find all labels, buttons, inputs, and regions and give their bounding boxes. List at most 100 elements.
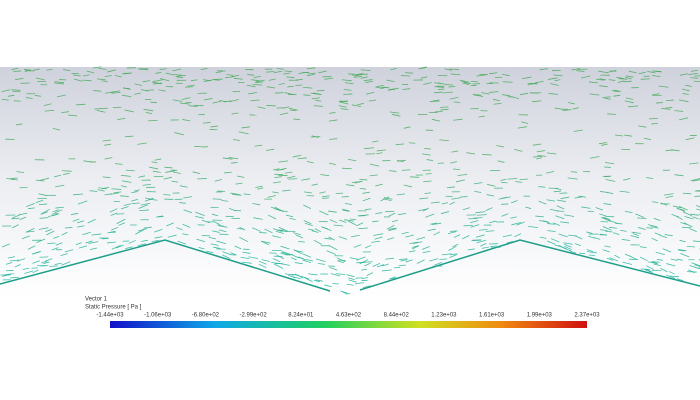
vector-arrow [619, 190, 630, 193]
vector-arrow [481, 246, 489, 249]
vector-arrow [125, 246, 133, 249]
vector-arrow [7, 256, 16, 259]
vector-arrow [679, 239, 686, 243]
vector-arrow [54, 82, 64, 85]
vector-arrow [500, 178, 507, 181]
vector-arrow [131, 198, 139, 202]
vector-arrow [264, 228, 273, 234]
ridge-surface [0, 239, 331, 292]
vector-arrow [387, 88, 396, 91]
vector-arrow [303, 204, 312, 210]
vector-arrow [516, 221, 525, 226]
vector-arrow [1, 89, 11, 92]
vector-arrow [195, 215, 204, 219]
vector-arrow [647, 224, 658, 228]
vector-arrow [688, 73, 698, 75]
vector-arrow [46, 230, 55, 236]
vector-arrow [11, 178, 19, 181]
vector-arrow [301, 178, 311, 181]
vector-arrow [376, 149, 386, 152]
vector-arrow [4, 273, 14, 276]
vector-arrow [682, 211, 693, 217]
vector-arrow [427, 228, 436, 231]
vector-arrow [342, 79, 352, 82]
vector-arrow [605, 179, 616, 182]
vector-arrow [5, 262, 13, 265]
vector-arrow [308, 273, 318, 276]
vector-arrow [690, 213, 699, 216]
vector-arrow [624, 253, 631, 257]
vector-arrow [121, 94, 132, 98]
vector-arrow [680, 221, 687, 225]
vector-arrow [603, 203, 612, 205]
vector-arrow [645, 265, 655, 271]
vector-arrow [180, 102, 190, 105]
vector-arrow [44, 109, 55, 112]
vector-arrow [347, 158, 357, 162]
vector-arrow [63, 172, 70, 175]
vector-arrow [324, 284, 332, 288]
vector-arrow [267, 195, 276, 198]
vector-arrow [120, 195, 130, 197]
vector-arrow [210, 243, 219, 246]
vector-arrow [142, 183, 151, 186]
vector-arrow [506, 241, 514, 244]
vector-arrow [341, 167, 352, 170]
vector-arrow [692, 179, 700, 182]
vector-arrow [398, 264, 406, 267]
vector-arrow [348, 279, 357, 283]
vector-arrow [622, 261, 633, 265]
vector-arrow [361, 277, 369, 280]
vector-arrow [660, 267, 668, 273]
vector-arrow [114, 163, 123, 165]
vector-arrow [311, 230, 319, 233]
vector-arrow [315, 258, 326, 262]
vector-arrow [321, 226, 329, 230]
vector-arrow [372, 220, 379, 223]
vector-arrow [261, 240, 270, 246]
vector-arrow [315, 279, 323, 282]
vector-arrow [383, 197, 393, 200]
vector-arrow [609, 226, 618, 229]
vector-arrow [476, 214, 487, 216]
vector-arrow [138, 204, 148, 209]
vector-arrow [203, 122, 211, 124]
vector-arrow [472, 93, 482, 96]
vector-arrow [514, 233, 522, 238]
vector-arrow [567, 102, 575, 105]
vector-arrow [72, 218, 80, 222]
vector-arrow [319, 210, 329, 216]
vector-arrow [230, 252, 237, 256]
vector-arrow [373, 233, 384, 236]
color-bar-label: 1.23e+03 [431, 313, 457, 319]
vector-arrow [279, 112, 289, 116]
vector-arrow [422, 153, 431, 156]
vector-arrow [356, 222, 364, 227]
vector-arrow [255, 81, 264, 83]
vector-arrow [304, 222, 313, 226]
vector-arrow [182, 223, 191, 228]
vector-arrow [114, 75, 122, 78]
vector-arrow [605, 230, 613, 233]
vector-arrow [426, 159, 434, 162]
vector-arrow [522, 76, 532, 80]
vector-arrow [632, 233, 639, 237]
vector-arrow [686, 245, 696, 248]
vector-arrow [40, 211, 49, 215]
vector-arrow [288, 107, 298, 111]
vector-arrow [525, 206, 532, 209]
vector-arrow [198, 246, 205, 250]
vector-arrow [212, 230, 220, 233]
vector-arrow [314, 99, 322, 102]
vector-arrow [574, 235, 583, 240]
vector-arrow [274, 176, 282, 179]
vector-arrow [133, 189, 140, 192]
vector-arrow [405, 234, 414, 238]
vector-arrow [581, 206, 591, 209]
vector-arrow [281, 251, 291, 256]
vector-arrow [2, 273, 12, 277]
vector-arrow [449, 201, 456, 206]
vector-arrow [266, 71, 275, 73]
vector-arrow [97, 189, 105, 192]
vector-arrow [240, 256, 250, 259]
